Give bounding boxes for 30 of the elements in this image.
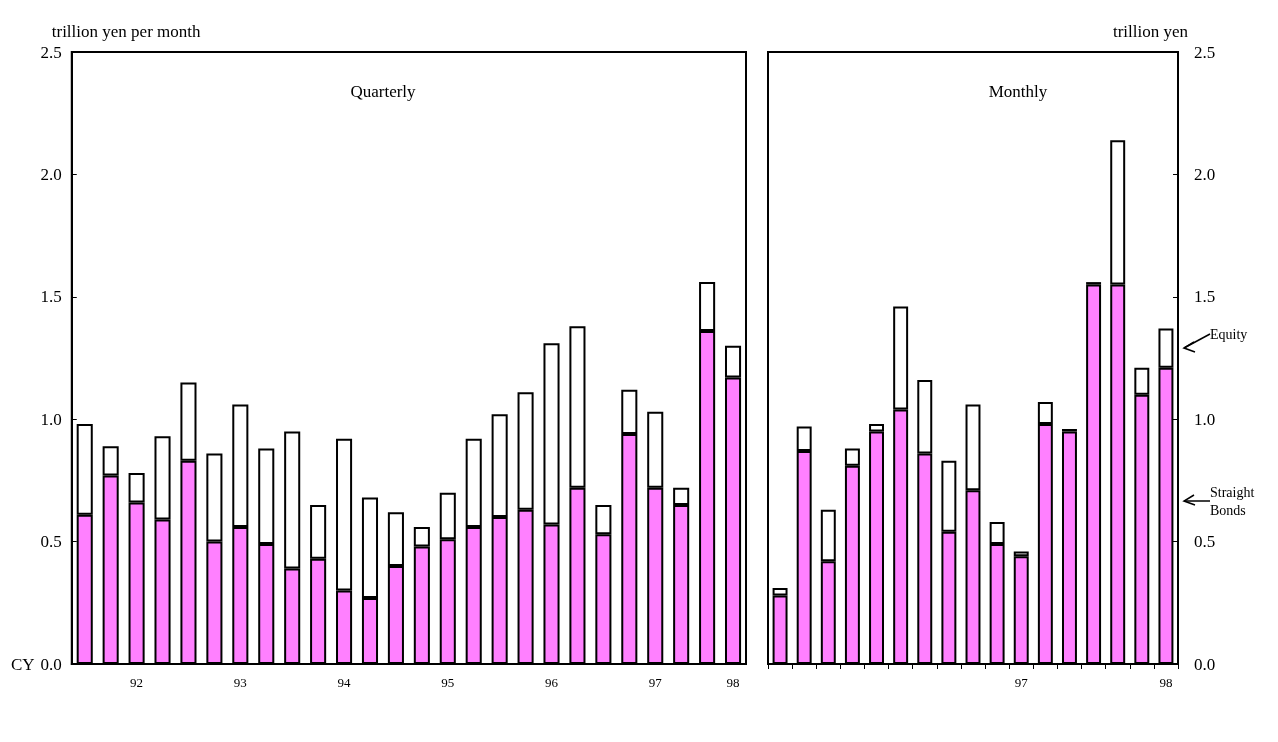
- y-tick-label: 2.5: [1194, 42, 1216, 62]
- y-tick-label: 0.0: [40, 654, 62, 674]
- y-tick-label: 2.0: [40, 164, 62, 184]
- bar: [1061, 431, 1077, 664]
- bar: [1086, 284, 1102, 664]
- x-tick-label: 98: [726, 675, 740, 690]
- text: Quarterly: [350, 82, 417, 101]
- x-tick-label: 96: [545, 675, 559, 690]
- x-tick-label: 98: [1159, 675, 1173, 690]
- x-tick-label: 94: [337, 675, 352, 690]
- legend-label: Equity: [1210, 326, 1248, 342]
- y-tick-label: 1.5: [1194, 287, 1216, 307]
- y-tick-label: 0.5: [40, 532, 62, 552]
- x-tick-label: 97: [648, 675, 663, 690]
- y-tick-label: 1.5: [40, 287, 62, 307]
- x-tick-label: 97: [1014, 675, 1029, 690]
- x-tick-label: 95: [441, 675, 455, 690]
- y-tick-label: 1.0: [40, 409, 62, 429]
- y-tick-label: 0.0: [1194, 654, 1216, 674]
- y-tick-label: 0.5: [1194, 532, 1216, 552]
- text: Monthly: [988, 82, 1048, 101]
- x-tick-label: 92: [130, 675, 144, 690]
- y-tick-label: 2.5: [40, 42, 62, 62]
- x-tick-label: 93: [233, 675, 247, 690]
- y-tick-label: 1.0: [1194, 409, 1216, 429]
- legend-label: Straight Bonds: [1210, 484, 1255, 518]
- y-axis-title: trillion yen: [1112, 22, 1189, 41]
- y-axis-title: trillion yen per month: [51, 22, 201, 41]
- y-tick-label: 2.0: [1194, 164, 1216, 184]
- x-axis-title: CY: [10, 654, 35, 674]
